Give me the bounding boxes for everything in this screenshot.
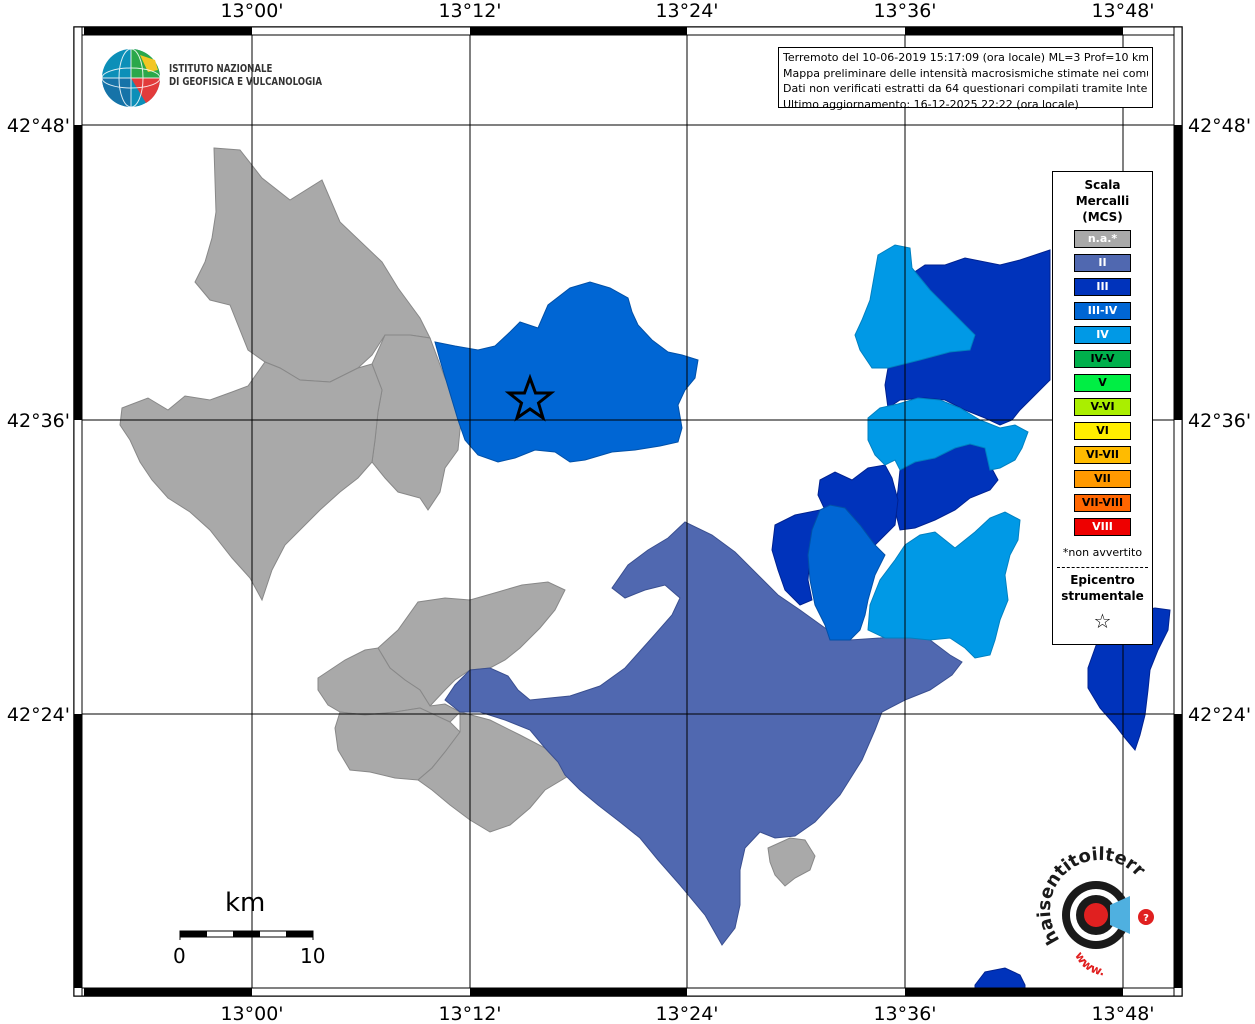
legend-title-line-1: Scala [1084,178,1121,192]
map-frame [73,26,1183,997]
legend-item: n.a.* [1074,230,1131,248]
legend-item: V-VI [1074,398,1131,416]
municipality-iv-south [867,511,1021,659]
municipality-iii-iv-epicenter [434,281,699,463]
mcs-legend: Scala Mercalli (MCS) n.a.* II III III-IV IV I… [1052,171,1153,645]
lon-label-top: 13°00' [220,0,283,22]
lon-label-top: 13°36' [873,0,936,22]
legend-item: VII [1074,470,1131,488]
municipalities-intensity-iii-iv [434,281,886,641]
legend-item: V [1074,374,1131,392]
lon-label-bottom: 13°36' [873,1003,936,1024]
ingv-logo-icon [101,48,161,108]
legend-item: VI-VII [1074,446,1131,464]
lon-label-top: 13°12' [438,0,501,22]
legend-item: IV-V [1074,350,1131,368]
municipality-ii-large [444,521,963,946]
lat-label-left: 42°36' [7,410,70,432]
latitude-labels-right: 42°48' 42°36' 42°24' [1188,115,1251,726]
info-map-description: Mappa preliminare delle intensità macros… [783,66,1148,80]
info-event-line: Terremoto del 10-06-2019 15:17:09 (ora l… [783,51,1148,64]
legend-divider [1057,567,1148,568]
ingv-line-1: ISTITUTO NAZIONALE [169,63,273,75]
lat-label-left: 42°24' [7,704,70,726]
svg-text:?: ? [1143,913,1149,924]
scale-start-label: 0 [173,944,186,968]
ingv-line-2: DI GEOFISICA E VULCANOLOGIA [169,76,323,88]
municipality-iv-central [867,397,1029,471]
longitude-labels-bottom: 13°00' 13°12' 13°24' 13°36' 13°48' [220,1003,1154,1024]
legend-item: III-IV [1074,302,1131,320]
legend-not-felt-note: *non avvertito [1062,546,1143,559]
info-data-note: Dati non verificati estratti da 64 quest… [783,82,1148,95]
lon-label-bottom: 13°24' [655,1003,718,1024]
lat-label-right: 42°24' [1188,704,1251,726]
legend-title-line-2: Mercalli [1075,194,1130,208]
lon-label-top: 13°48' [1091,0,1154,22]
info-last-update: Ultimo aggiornamento: 16-12-2025 22:22 (… [783,97,1079,111]
municipality-na-small [767,837,816,887]
municipalities-intensity-ii [444,521,963,946]
legend-star-icon: ☆ [1093,609,1112,633]
lon-label-top: 13°24' [655,0,718,22]
longitude-labels-top: 13°00' 13°12' 13°24' 13°36' 13°48' [220,0,1154,22]
legend-epicenter-line-2: strumentale [1061,589,1144,603]
event-info-box: Terremoto del 10-06-2019 15:17:09 (ora l… [778,47,1153,111]
scale-end-label: 10 [300,944,326,968]
legend-epicenter-label: Epicentro strumentale [1053,572,1152,604]
legend-item: VII-VIII [1074,494,1131,512]
lat-label-right: 42°48' [1188,115,1251,137]
legend-title-line-3: (MCS) [1082,210,1123,224]
scale-unit-label: km [225,888,266,918]
latitude-labels-left: 42°48' 42°36' 42°24' [7,115,70,726]
scale-bar [179,930,314,940]
hsit-logo-icon: ? [1062,881,1154,949]
lat-label-right: 42°36' [1188,410,1251,432]
municipality-na-west [119,361,383,602]
municipality-na-north [194,147,431,383]
epicenter-star-icon [504,373,556,422]
municipalities-not-available [119,147,816,887]
legend-item: III [1074,278,1131,296]
municipality-na-south-2 [317,647,461,723]
municipalities-intensity-iv [854,244,1029,659]
municipality-na-south-4 [417,711,571,833]
legend-item: II [1074,254,1131,272]
legend-item: VI [1074,422,1131,440]
municipality-iv-north [854,244,976,369]
legend-item: VIII [1074,518,1131,536]
ingv-logo-text: ISTITUTO NAZIONALE DI GEOFISICA E VULCAN… [169,63,322,89]
legend-epicenter-line-1: Epicentro [1070,573,1135,587]
municipality-iii-southwest [771,509,821,606]
lat-label-left: 42°48' [7,115,70,137]
lon-label-bottom: 13°48' [1091,1003,1154,1024]
lon-label-bottom: 13°12' [438,1003,501,1024]
municipality-iii-iv-south [807,504,886,641]
legend-item: IV [1074,326,1131,344]
graticule [74,27,1182,996]
lon-label-bottom: 13°00' [220,1003,283,1024]
